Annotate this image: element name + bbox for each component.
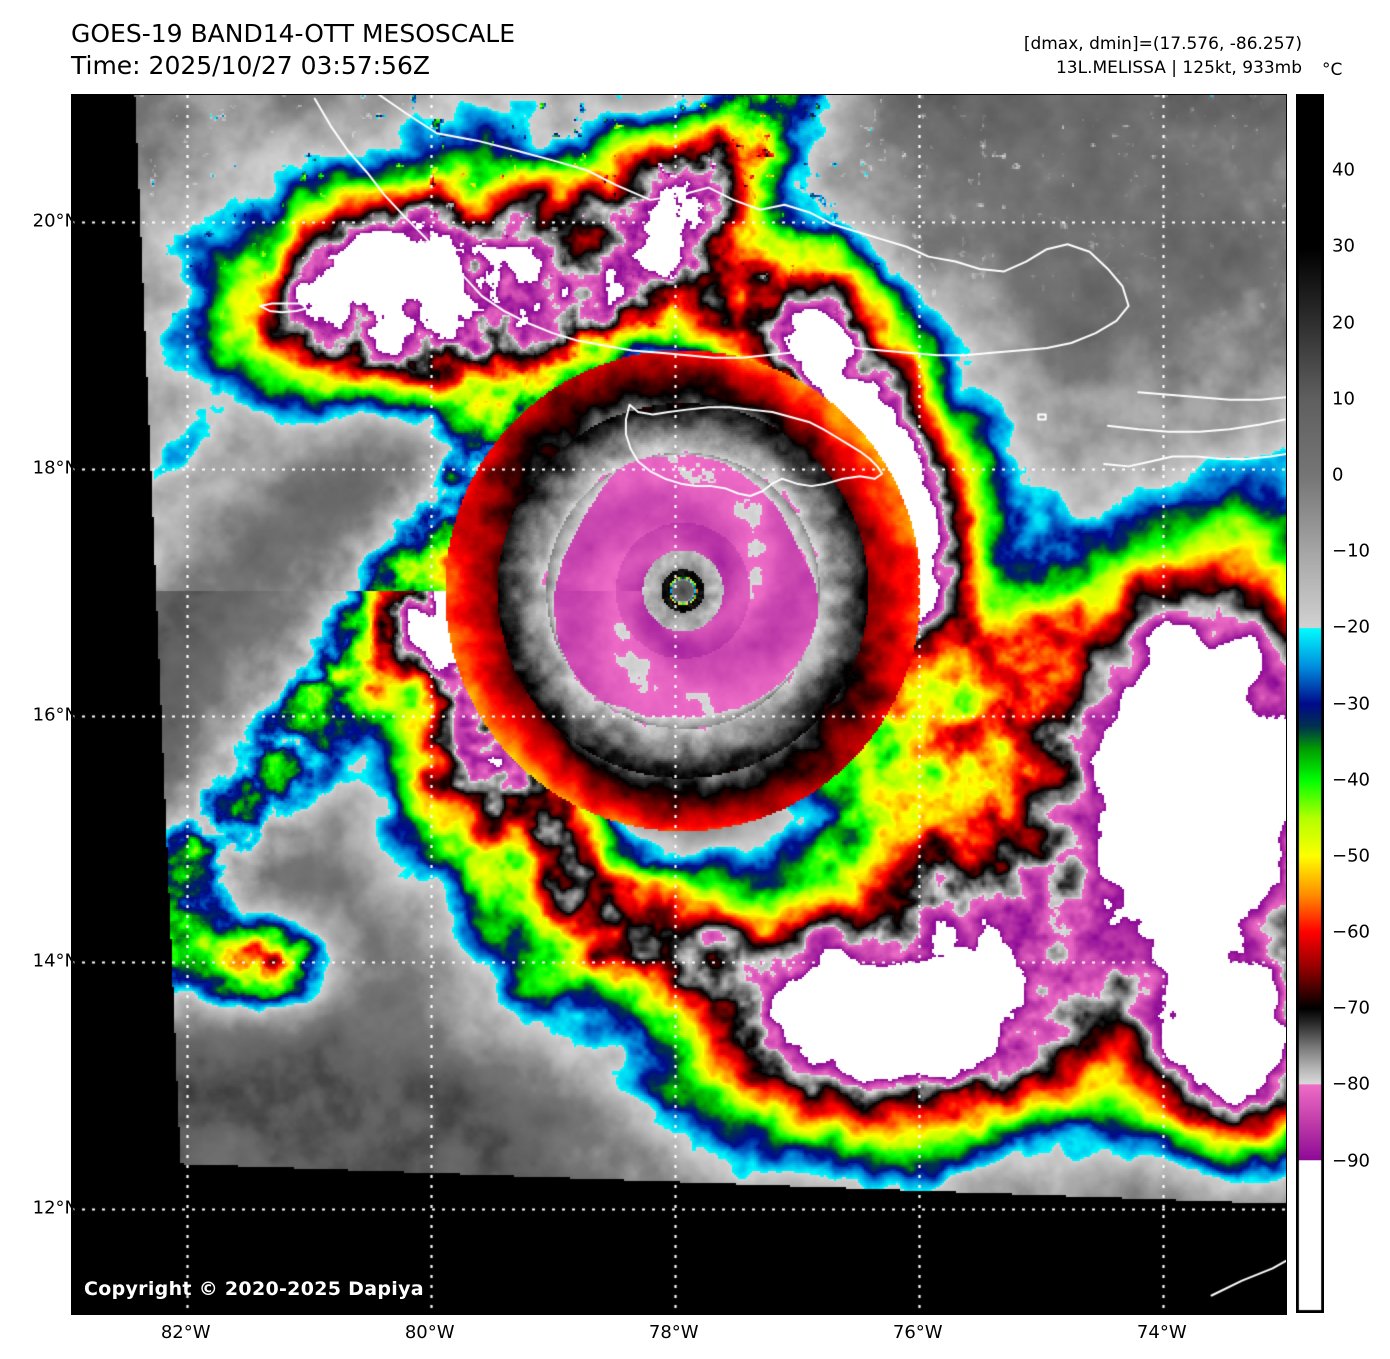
colorbar-gradient xyxy=(1296,94,1324,1313)
colorbar-tick-label: −90 xyxy=(1332,1150,1370,1172)
y-axis-tick-label: 14°N xyxy=(32,950,78,972)
colorbar-tick-label: −20 xyxy=(1332,616,1370,638)
colorbar-tick-label: −80 xyxy=(1332,1073,1370,1095)
colorbar-tick-label: −50 xyxy=(1332,845,1370,867)
y-axis-tick-label: 18°N xyxy=(32,457,78,479)
dmax-dmin-label: [dmax, dmin]=(17.576, -86.257) xyxy=(1023,34,1302,54)
x-axis-tick-label: 80°W xyxy=(404,1322,455,1343)
colorbar-tick-label: −70 xyxy=(1332,997,1370,1019)
metadata-block: [dmax, dmin]=(17.576, -86.257) 13L.MELIS… xyxy=(1024,32,1302,80)
colorbar-tick-label: −10 xyxy=(1332,540,1370,562)
y-axis-tick-label: 16°N xyxy=(32,704,78,726)
storm-info-label: 13L.MELISSA | 125kt, 933mb xyxy=(1055,58,1302,78)
lat-lon-gridline-canvas xyxy=(72,95,1286,1314)
y-axis-tick-label: 12°N xyxy=(32,1197,78,1219)
x-axis-tick-label: 74°W xyxy=(1136,1322,1187,1343)
y-axis-tick-label: 20°N xyxy=(32,210,78,232)
x-axis-tick-label: 82°W xyxy=(160,1322,211,1343)
colorbar-tick-label: 20 xyxy=(1332,312,1355,334)
satellite-plot-area[interactable]: Copyright © 2020-2025 Dapiya xyxy=(71,94,1287,1315)
temperature-colorbar[interactable] xyxy=(1296,94,1324,1313)
colorbar-tick-label: 40 xyxy=(1332,159,1355,181)
x-axis-tick-label: 76°W xyxy=(892,1322,943,1343)
colorbar-tick-label: 10 xyxy=(1332,388,1355,410)
colorbar-tick-label: −60 xyxy=(1332,921,1370,943)
colorbar-tick-label: 0 xyxy=(1332,464,1344,486)
page-title: GOES-19 BAND14-OTT MESOSCALE xyxy=(71,19,516,48)
title-block: GOES-19 BAND14-OTT MESOSCALE Time: 2025/… xyxy=(71,18,515,82)
timestamp-label: Time: 2025/10/27 03:57:56Z xyxy=(71,51,430,80)
copyright-label: Copyright © 2020-2025 Dapiya xyxy=(84,1278,424,1300)
colorbar-tick-label: −30 xyxy=(1332,693,1370,714)
colorbar-unit-label: °C xyxy=(1322,60,1343,80)
colorbar-tick-label: 30 xyxy=(1332,235,1355,257)
x-axis-tick-label: 78°W xyxy=(648,1322,699,1343)
colorbar-tick-label: −40 xyxy=(1332,769,1370,791)
